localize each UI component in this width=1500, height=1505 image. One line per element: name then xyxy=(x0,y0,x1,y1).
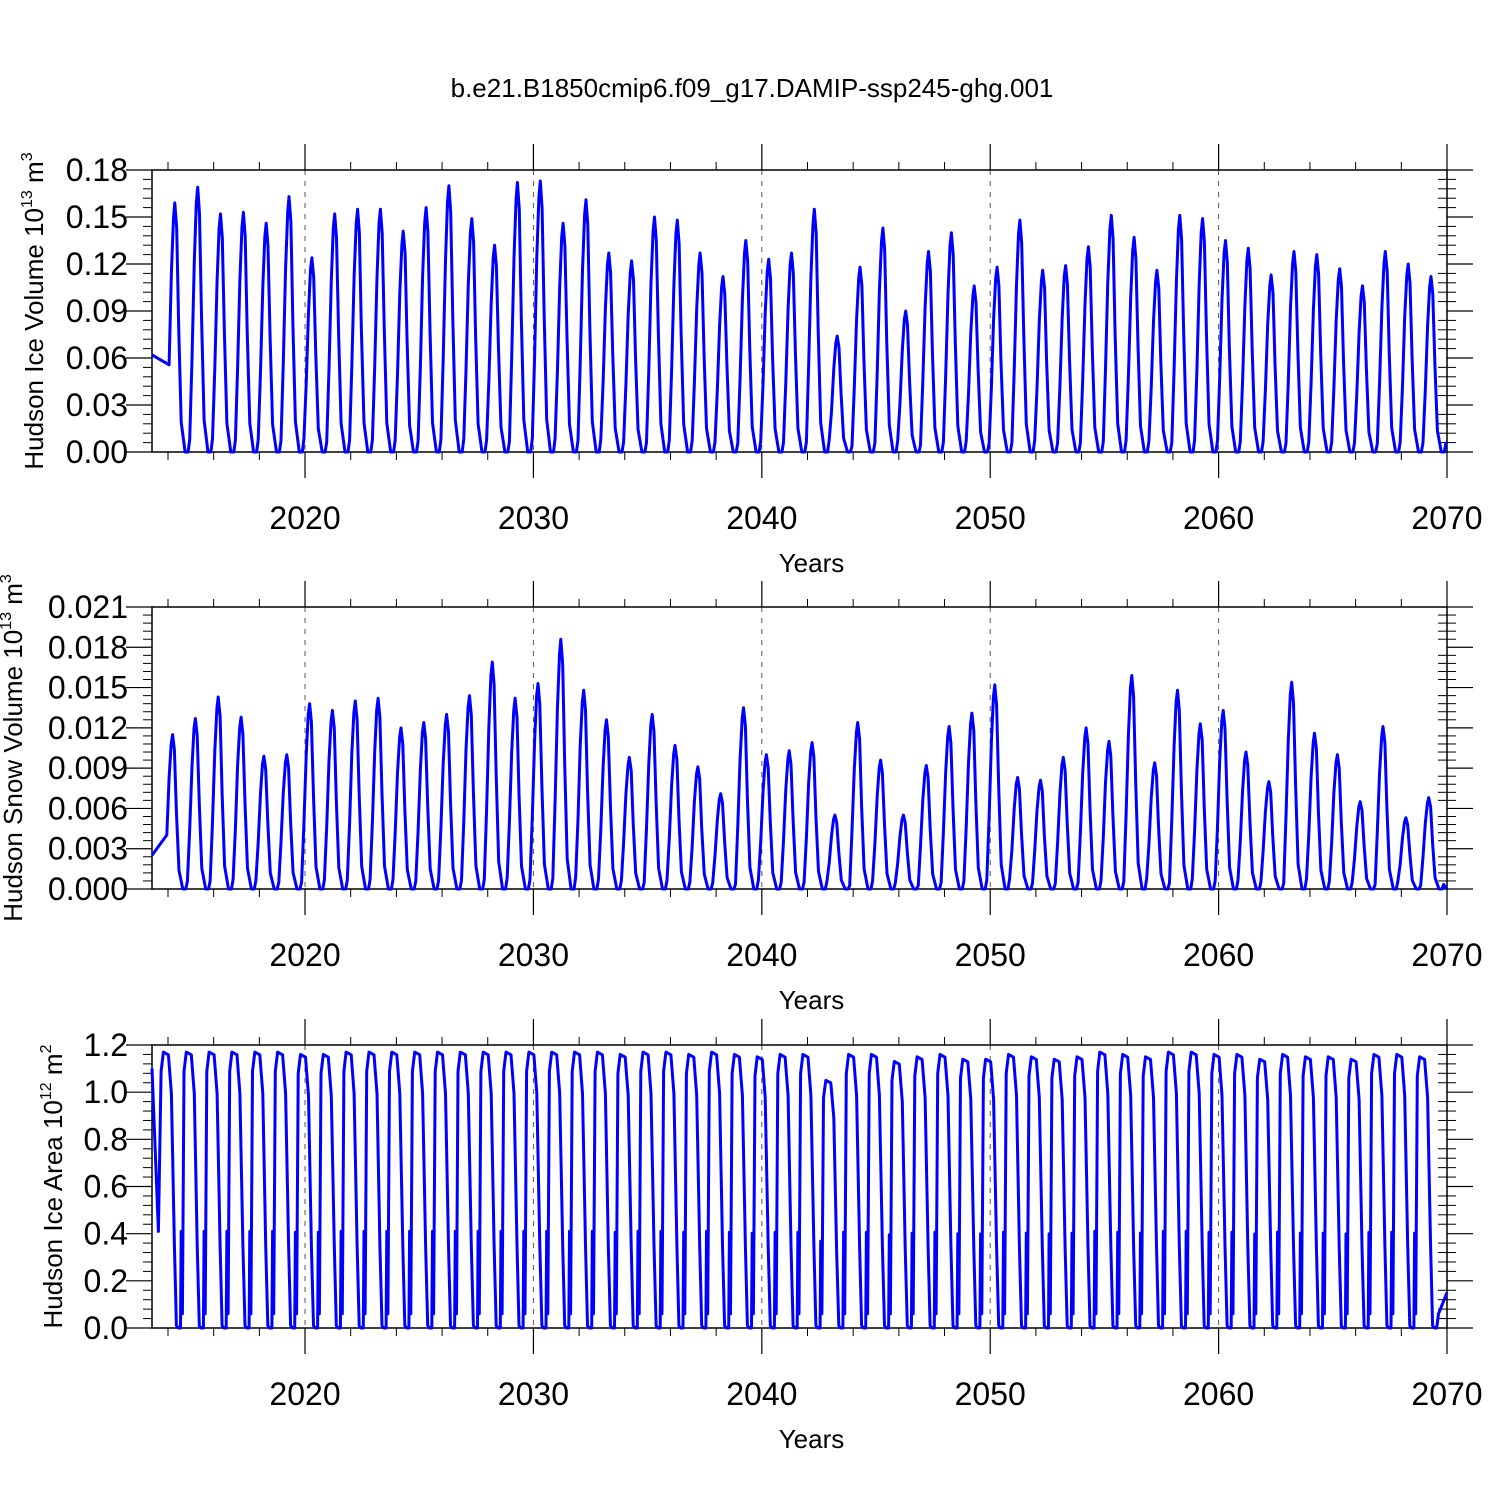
y-tick-label: 1.2 xyxy=(84,1027,128,1063)
x-tick-label: 2070 xyxy=(1411,500,1482,536)
y-axis-label: Hudson Snow Volume 1013 m3 xyxy=(0,574,28,922)
y-tick-label: 0.003 xyxy=(48,831,128,867)
plot-frame xyxy=(151,1044,1448,1329)
series-line-ice-volume xyxy=(151,179,1449,454)
y-axis-label: Hudson Ice Volume 1013 m3 xyxy=(19,152,49,469)
x-tick-label: 2060 xyxy=(1183,937,1254,973)
y-tick-label: 0.8 xyxy=(84,1121,128,1157)
x-axis-label: Years xyxy=(779,1424,845,1454)
x-tick-label: 2060 xyxy=(1183,500,1254,536)
x-tick-label: 2030 xyxy=(498,937,569,973)
y-tick-label: 0.006 xyxy=(48,790,128,826)
y-axis-label: Hudson Ice Area 1012 m2 xyxy=(38,1044,68,1328)
y-tick-label: 0.6 xyxy=(84,1169,128,1205)
x-tick-label: 2030 xyxy=(498,1376,569,1412)
panel-snow-volume: 2020 2030 2040 2050 2060 2070 Years 0.000 0.003 0… xyxy=(0,574,1483,1015)
x-tick-label: 2070 xyxy=(1411,937,1482,973)
y-tick-label: 0.018 xyxy=(48,629,128,665)
y-tick-label: 0.00 xyxy=(66,434,128,470)
panel-ice-area: 2020 2030 2040 2050 2060 2070 Years 0.0 0.2 0.4 0.… xyxy=(38,1019,1483,1454)
x-axis-label: Years xyxy=(779,548,845,578)
series-line-snow-volume xyxy=(150,637,1449,891)
chart-title: b.e21.B1850cmip6.f09_g17.DAMIP-ssp245-gh… xyxy=(451,73,1054,103)
x-tick-label: 2040 xyxy=(726,500,797,536)
y-tick-label: 0.06 xyxy=(66,340,128,376)
panel-ice-volume: 2020 2030 2040 2050 2060 2070 Years 0.00 0.03 0.0… xyxy=(19,144,1483,578)
y-tick-label: 0.15 xyxy=(66,199,128,235)
x-tick-label: 2030 xyxy=(498,500,569,536)
x-tick-label: 2050 xyxy=(955,937,1026,973)
x-tick-label: 2020 xyxy=(269,937,340,973)
y-tick-label: 0.0 xyxy=(84,1310,128,1346)
x-tick-label: 2040 xyxy=(726,937,797,973)
y-tick-label: 0.03 xyxy=(66,387,128,423)
y-tick-label: 0.021 xyxy=(48,589,128,625)
y-tick-label: 0.18 xyxy=(66,152,128,188)
x-tick-label: 2050 xyxy=(955,1376,1026,1412)
plot-frame xyxy=(151,169,1448,453)
x-axis-label: Years xyxy=(779,985,845,1015)
x-tick-label: 2040 xyxy=(726,1376,797,1412)
x-tick-label: 2050 xyxy=(955,500,1026,536)
y-tick-label: 0.2 xyxy=(84,1263,128,1299)
y-tick-label: 0.4 xyxy=(84,1216,128,1252)
x-tick-label: 2060 xyxy=(1183,1376,1254,1412)
plot-frame xyxy=(151,606,1448,890)
y-tick-label: 0.12 xyxy=(66,246,128,282)
x-tick-label: 2070 xyxy=(1411,1376,1482,1412)
y-tick-label: 0.015 xyxy=(48,670,128,706)
y-tick-label: 0.000 xyxy=(48,871,128,907)
y-tick-label: 0.012 xyxy=(48,710,128,746)
y-tick-label: 0.09 xyxy=(66,293,128,329)
series-line-ice-area xyxy=(150,1050,1449,1330)
y-tick-label: 1.0 xyxy=(84,1074,128,1110)
y-tick-label: 0.009 xyxy=(48,750,128,786)
x-tick-label: 2020 xyxy=(269,1376,340,1412)
x-tick-label: 2020 xyxy=(269,500,340,536)
